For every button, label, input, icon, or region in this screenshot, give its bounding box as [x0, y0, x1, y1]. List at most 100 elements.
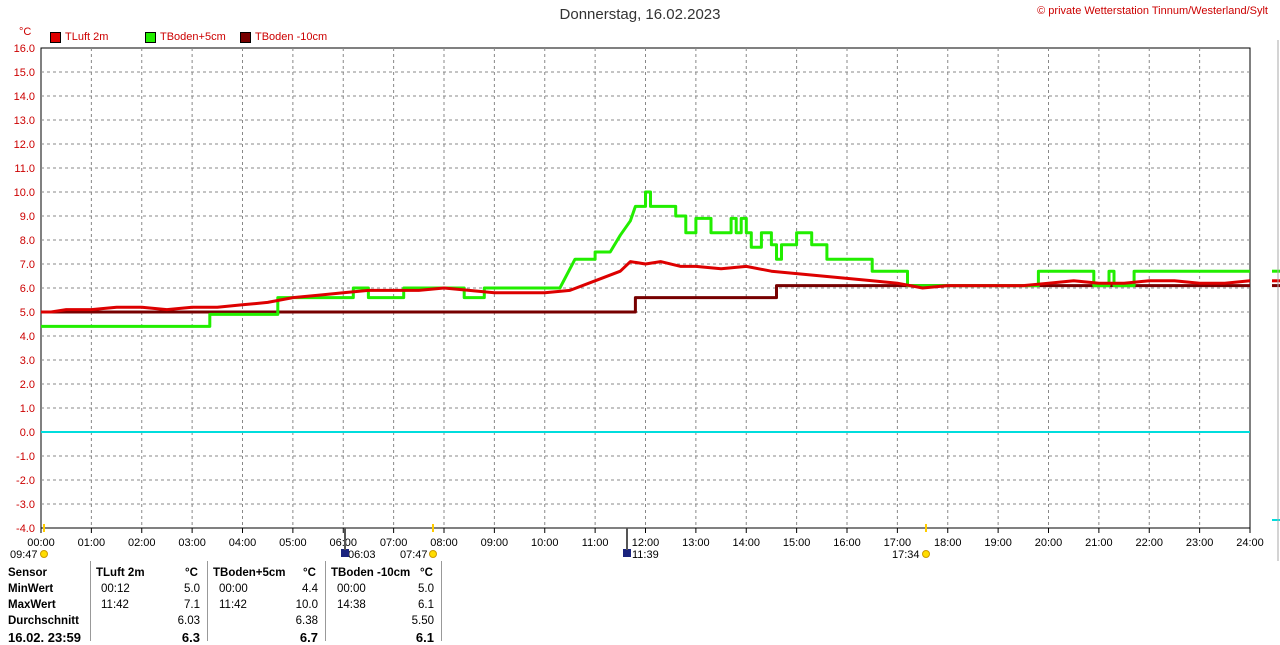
timemark-label: 09:47	[10, 549, 38, 561]
x-tick-label: 12:00	[632, 537, 660, 549]
stats-row-label: MaxWert	[8, 599, 56, 611]
y-tick-label: 8.0	[20, 235, 35, 247]
x-tick-label: 19:00	[984, 537, 1012, 549]
y-tick-label: 10.0	[14, 187, 35, 199]
legend-swatch-tboden10	[240, 31, 251, 43]
y-tick-label: 14.0	[14, 91, 35, 103]
y-tick-label: 2.0	[20, 379, 35, 391]
stats-divider	[325, 561, 326, 641]
x-tick-label: 01:00	[78, 537, 106, 549]
x-tick-label: 23:00	[1186, 537, 1214, 549]
legend-label-tboden10: TBoden -10cm	[255, 31, 328, 43]
legend-label-tluft: TLuft 2m	[65, 31, 109, 43]
y-tick-label: 0.0	[20, 427, 35, 439]
stats-table: Sensor TLuft 2m °C TBoden+5cm °C TBoden …	[0, 561, 442, 645]
x-tick-label: 11:00	[582, 537, 609, 549]
stats-header-tboden5: TBoden+5cm	[213, 567, 286, 579]
timemark-label: 17:34	[892, 549, 920, 561]
stats-value: 6.38	[295, 615, 318, 627]
stats-divider	[441, 561, 442, 641]
y-tick-label: -2.0	[16, 475, 35, 487]
y-tick-label: -3.0	[16, 499, 35, 511]
sun-icon	[922, 550, 930, 558]
stats-row-label: MinWert	[8, 583, 54, 595]
stats-time: 00:00	[219, 583, 248, 595]
y-tick-label: 13.0	[14, 115, 35, 127]
x-tick-label: 07:00	[380, 537, 408, 549]
y-axis-unit: °C	[19, 26, 32, 38]
x-tick-label: 18:00	[934, 537, 962, 549]
x-tick-label: 13:00	[682, 537, 710, 549]
stats-row-label: Durchschnitt	[8, 615, 79, 627]
y-tick-label: 1.0	[20, 403, 35, 415]
stats-value: 5.50	[411, 615, 434, 627]
stats-value: 5.0	[184, 583, 200, 595]
chart-title: Donnerstag, 16.02.2023	[559, 6, 721, 23]
legend-item-tluft: TLuft 2m	[50, 31, 108, 43]
y-tick-label: 7.0	[20, 259, 35, 271]
stats-value: 4.4	[302, 583, 318, 595]
series-line-2	[41, 284, 1250, 314]
temperature-chart: 16.0 15.0 14.0 13.0 12.0 11.0 10.0 9.0 8.0 7.0 6.0…	[10, 40, 1280, 561]
moon-icon	[623, 549, 631, 557]
x-tick-label: 02:00	[128, 537, 156, 549]
legend-item-tboden5: TBoden+5cm	[145, 31, 226, 43]
stats-value: 6.3	[181, 630, 200, 645]
x-tick-label: 10:00	[531, 537, 559, 549]
series-line-1	[41, 190, 1250, 328]
timemark-label: 11:39	[632, 549, 659, 561]
x-tick-label: 05:00	[279, 537, 307, 549]
y-tick-label: 3.0	[20, 355, 35, 367]
legend-label-tboden5: TBoden+5cm	[160, 31, 226, 43]
moon-icon	[341, 549, 349, 557]
stats-time: 00:00	[337, 583, 366, 595]
x-tick-label: 15:00	[783, 537, 811, 549]
stats-time: 14:38	[337, 599, 366, 611]
stats-value: 6.7	[299, 630, 318, 645]
y-tick-label: 12.0	[14, 139, 35, 151]
timemark-label: 07:47	[400, 549, 428, 561]
legend-item-tboden10: TBoden -10cm	[240, 31, 327, 43]
stats-time: 11:42	[219, 599, 247, 611]
stats-row-label: 16.02. 23:59	[8, 630, 82, 645]
y-tick-label: 5.0	[20, 307, 35, 319]
timemark-label: 06:03	[348, 549, 376, 561]
y-tick-label: 9.0	[20, 211, 35, 223]
x-tick-label: 16:00	[833, 537, 861, 549]
x-tick-label: 17:00	[884, 537, 912, 549]
stats-value: 7.1	[184, 599, 200, 611]
x-tick-label: 08:00	[430, 537, 458, 549]
x-tick-label: 04:00	[229, 537, 257, 549]
stats-value: 6.1	[415, 630, 434, 645]
stats-header-unit: °C	[420, 567, 433, 579]
stats-header-sensor: Sensor	[8, 567, 47, 579]
y-tick-label: -1.0	[16, 451, 35, 463]
stats-header-tboden10: TBoden -10cm	[331, 567, 411, 579]
x-tick-label: 24:00	[1236, 537, 1264, 549]
stats-time: 11:42	[101, 599, 129, 611]
y-tick-label: 15.0	[14, 67, 35, 79]
stats-value: 6.1	[418, 599, 434, 611]
y-tick-label: 4.0	[20, 331, 35, 343]
stats-divider	[207, 561, 208, 641]
y-tick-label: 6.0	[20, 283, 35, 295]
y-tick-label: -4.0	[16, 523, 35, 535]
x-tick-label: 21:00	[1085, 537, 1113, 549]
stats-divider	[90, 561, 91, 641]
sun-icon	[429, 550, 437, 558]
x-tick-label: 00:00	[27, 537, 55, 549]
x-tick-label: 22:00	[1135, 537, 1163, 549]
stats-header-unit: °C	[303, 567, 316, 579]
stats-value: 10.0	[295, 599, 318, 611]
x-tick-label: 03:00	[178, 537, 206, 549]
sun-icon	[40, 550, 48, 558]
stats-value: 6.03	[177, 615, 200, 627]
stats-header-unit: °C	[185, 567, 198, 579]
legend-swatch-tboden5	[145, 31, 156, 43]
stats-value: 5.0	[418, 583, 434, 595]
legend-swatch-tluft	[50, 31, 61, 43]
x-tick-label: 14:00	[732, 537, 760, 549]
y-tick-label: 16.0	[14, 43, 35, 55]
stats-header-tluft: TLuft 2m	[96, 567, 145, 579]
copyright-notice: © private Wetterstation Tinnum/Westerlan…	[1037, 5, 1268, 17]
